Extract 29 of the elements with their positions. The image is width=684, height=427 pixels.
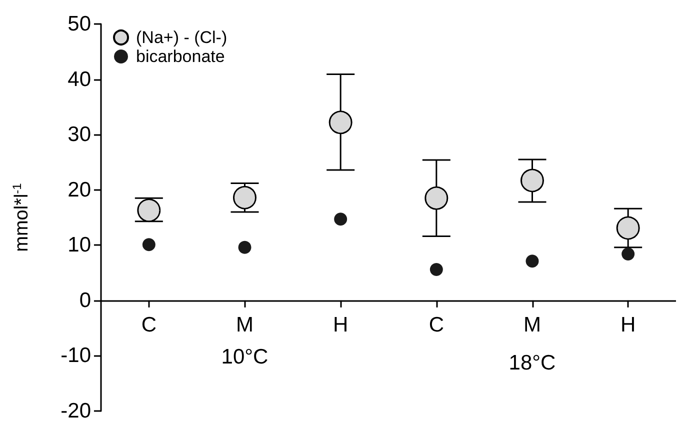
annotation: 18°C <box>508 351 556 374</box>
y-tick-label: 20 <box>68 178 91 202</box>
y-tick-label: 10 <box>68 234 91 257</box>
point <box>334 212 348 226</box>
point <box>424 186 448 210</box>
y-axis-title: mmol*l-1 <box>10 182 32 252</box>
x-tick-label: M <box>524 313 541 336</box>
y-tick-label: -20 <box>60 400 91 422</box>
annotation: 10°C <box>221 345 268 368</box>
x-tick-label: C <box>428 313 444 336</box>
y-tick-label: 0 <box>79 288 91 312</box>
point <box>520 168 544 192</box>
legend-label: (Na+) - (Cl-) <box>136 28 228 47</box>
y-tick-label: 30 <box>68 123 91 146</box>
legend-label: bicarbonate <box>136 47 225 66</box>
x-tick-label: H <box>620 313 636 336</box>
x-tick-label: M <box>236 313 254 336</box>
y-tick-label: 40 <box>68 68 91 91</box>
point <box>142 238 156 252</box>
y-tick-label: 50 <box>68 12 91 36</box>
point <box>328 110 352 134</box>
y-tick-label: -10 <box>60 344 91 368</box>
x-tick-label: C <box>141 313 157 336</box>
point <box>526 254 539 268</box>
x-tick-label: H <box>332 313 348 336</box>
point <box>616 216 640 240</box>
point <box>430 262 443 276</box>
point <box>622 247 635 260</box>
point <box>238 240 252 254</box>
